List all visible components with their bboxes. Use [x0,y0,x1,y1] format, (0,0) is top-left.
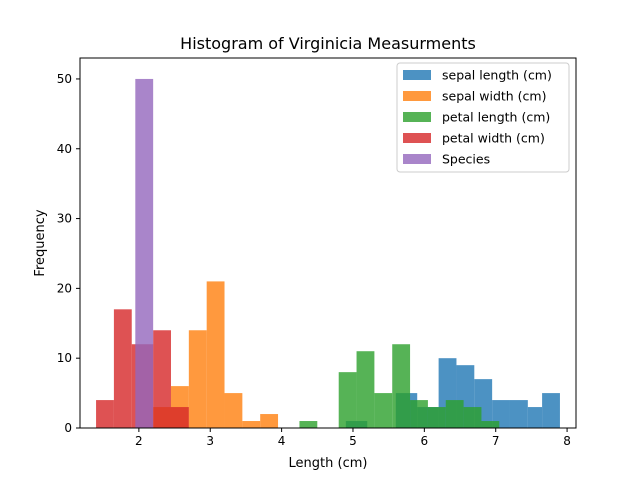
x-tick-label: 7 [492,434,500,448]
bar [135,78,154,428]
bars-layer [96,78,560,428]
chart-title: Histogram of Virginicia Measurments [180,34,476,53]
y-tick-label: 20 [57,281,72,295]
y-axis-ticks: 0 10 20 30 40 50 [57,72,80,435]
x-tick-label: 2 [135,434,143,448]
x-axis-ticks: 2 3 4 5 6 7 8 [135,428,571,448]
bar [338,372,357,428]
bar [542,393,560,428]
y-tick-label: 0 [64,421,72,435]
legend-label: Species [442,152,490,167]
x-tick-label: 8 [563,434,571,448]
y-tick-label: 50 [57,72,72,86]
bar [224,393,243,428]
y-tick-label: 40 [57,142,72,156]
bar [299,421,318,428]
x-axis-label: Length (cm) [289,456,368,471]
bar [170,407,189,428]
x-tick-label: 3 [206,434,214,448]
legend-box [396,62,570,173]
bar [410,400,428,428]
legend-swatch [403,70,431,80]
legend-swatch [403,91,431,101]
bar [392,344,411,428]
y-axis-label: Frequency [33,209,48,276]
legend-label: petal length (cm) [442,110,550,125]
legend-label: petal width (cm) [442,131,545,146]
bar [206,281,225,428]
legend-swatch [403,133,431,143]
bar [242,421,261,428]
bar [527,407,543,428]
y-tick-label: 10 [57,351,72,365]
bar [260,414,279,428]
bar [463,407,482,428]
bar [113,309,132,428]
x-tick-label: 5 [349,434,357,448]
bar [374,393,393,428]
bar [96,400,114,428]
bar [356,351,375,428]
bar [427,407,446,428]
legend-swatch [403,112,431,122]
bar [188,330,207,428]
legend: sepal length (cm) sepal width (cm) petal l… [396,62,570,173]
bar [481,421,500,428]
legend-swatch [403,154,431,164]
bar [445,400,464,428]
y-tick-label: 30 [57,212,72,226]
x-tick-label: 6 [421,434,429,448]
bar [509,400,528,428]
x-tick-label: 4 [278,434,286,448]
legend-label: sepal length (cm) [442,68,552,83]
plot-frame [79,57,577,429]
legend-label: sepal width (cm) [442,89,546,104]
bar [153,330,171,428]
